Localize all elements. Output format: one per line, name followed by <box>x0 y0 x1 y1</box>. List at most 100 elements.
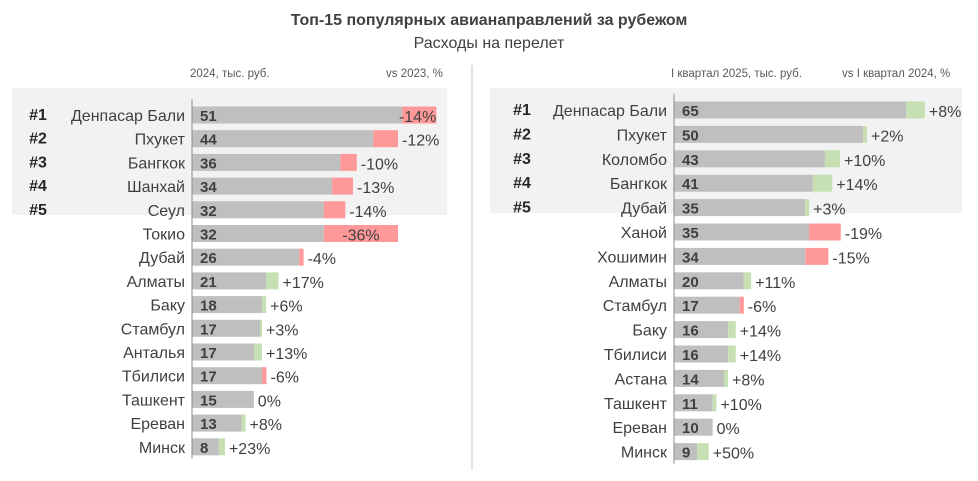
value-bar <box>192 248 300 266</box>
value-bar <box>192 438 219 456</box>
value-bar <box>674 369 725 387</box>
rank-label: #5 <box>29 202 47 219</box>
value-bar <box>192 177 333 195</box>
right-value-header: I квартал 2025, тыс. руб. <box>671 68 802 80</box>
change-label: +8% <box>929 104 961 121</box>
increase-segment <box>265 272 279 290</box>
value-label: 16 <box>682 347 699 364</box>
decrease-segment <box>739 296 744 314</box>
rank-label: #4 <box>29 178 47 195</box>
category-label: Токио <box>143 227 185 244</box>
value-label: 17 <box>682 298 699 315</box>
value-bar <box>192 367 263 385</box>
change-label: +23% <box>229 441 270 458</box>
category-label: Пхукет <box>135 132 186 149</box>
change-label: +14% <box>740 324 781 341</box>
value-label: 34 <box>200 179 217 196</box>
value-bar <box>674 272 744 290</box>
category-label: Хошимин <box>597 249 667 266</box>
value-label: 17 <box>200 369 217 386</box>
decrease-segment <box>332 177 354 195</box>
category-label: Анталья <box>123 345 185 362</box>
value-label: 44 <box>200 132 217 149</box>
value-label: 32 <box>200 227 217 244</box>
category-label: Астана <box>615 371 668 388</box>
change-label: +13% <box>266 346 307 363</box>
increase-segment <box>724 369 729 387</box>
right-change-header: vs I квартал 2024, % <box>842 68 951 80</box>
value-label: 65 <box>682 103 699 120</box>
category-label: Минск <box>621 445 668 462</box>
increase-segment <box>805 199 810 217</box>
category-label: Денпасар Бали <box>71 108 185 125</box>
rank-label: #2 <box>513 126 531 143</box>
value-bar <box>192 296 262 314</box>
change-label: +8% <box>732 372 764 389</box>
increase-segment <box>906 101 925 119</box>
change-label: -14% <box>399 109 436 126</box>
value-label: 50 <box>682 127 699 144</box>
rank-label: #2 <box>29 131 47 148</box>
category-label: Шанхай <box>127 179 185 196</box>
value-bar <box>674 101 907 119</box>
increase-segment <box>241 414 246 432</box>
change-label: -15% <box>832 250 869 267</box>
value-label: 17 <box>200 345 217 362</box>
change-label: -10% <box>361 156 398 173</box>
change-label: +50% <box>713 446 754 463</box>
increase-segment <box>728 345 736 363</box>
change-label: -4% <box>308 251 336 268</box>
category-label: Дубай <box>139 250 185 267</box>
value-bar <box>192 106 403 124</box>
change-label: -12% <box>402 133 439 150</box>
value-bar <box>192 201 324 219</box>
value-bar <box>674 345 729 363</box>
value-label: 34 <box>682 249 699 266</box>
value-label: 8 <box>200 440 208 457</box>
category-label: Алматы <box>127 274 185 291</box>
category-label: Ереван <box>612 420 667 437</box>
value-bar <box>192 225 324 242</box>
increase-segment <box>743 272 752 290</box>
decrease-segment <box>402 106 437 124</box>
decrease-segment <box>299 248 304 266</box>
value-bar <box>192 414 242 432</box>
value-bar <box>192 130 374 148</box>
value-label: 35 <box>682 225 699 242</box>
category-label: Ханой <box>621 225 667 242</box>
increase-segment <box>824 150 840 168</box>
value-label: 11 <box>682 396 698 413</box>
change-label: +11% <box>755 275 795 292</box>
value-bar <box>192 153 341 171</box>
value-bar <box>674 443 698 461</box>
category-label: Тбилиси <box>122 369 185 386</box>
value-label: 26 <box>200 250 217 267</box>
value-label: 41 <box>682 176 699 193</box>
change-label: -13% <box>357 180 394 197</box>
decrease-segment <box>373 130 398 148</box>
category-label: Ташкент <box>122 392 186 409</box>
rank-label: #1 <box>29 107 47 124</box>
increase-segment <box>812 174 833 192</box>
category-label: Бангкок <box>128 155 186 172</box>
change-label: 0% <box>258 393 281 410</box>
category-label: Баку <box>150 298 185 315</box>
decrease-segment <box>262 367 267 385</box>
chart-subtitle: Расходы на перелет <box>413 35 565 52</box>
value-label: 21 <box>200 274 217 291</box>
category-label: Денпасар Бали <box>553 103 667 120</box>
category-label: Сеул <box>148 203 185 220</box>
category-label: Минск <box>139 440 186 457</box>
change-label: +6% <box>270 299 302 316</box>
chart-title: Топ-15 популярных авианаправлений за руб… <box>290 12 688 29</box>
rank-label: #1 <box>513 102 531 119</box>
value-bar <box>192 272 266 290</box>
rank-label: #3 <box>513 151 531 168</box>
category-label: Ереван <box>130 416 185 433</box>
value-label: 43 <box>682 152 699 169</box>
increase-segment <box>260 319 263 337</box>
decrease-segment <box>323 201 346 219</box>
increase-segment <box>863 125 867 143</box>
increase-segment <box>712 394 717 412</box>
